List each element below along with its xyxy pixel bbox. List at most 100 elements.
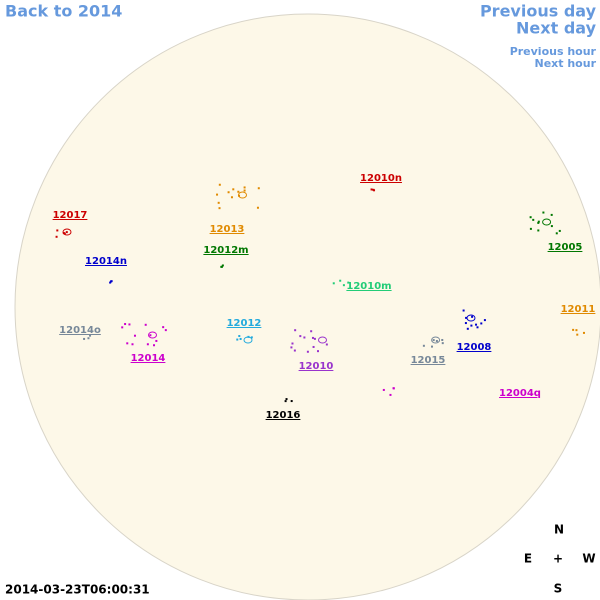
sunspot (392, 387, 395, 390)
sunspot (162, 326, 165, 329)
sunspot (65, 231, 68, 234)
region-label[interactable]: 12016 (266, 410, 301, 421)
sunspot (316, 350, 319, 353)
sunspot-contour (62, 228, 72, 236)
sunspot (131, 343, 134, 346)
compass-center: + (553, 552, 563, 566)
region-label[interactable]: 12017 (53, 210, 88, 221)
sunspot (441, 338, 444, 341)
sunspot (312, 345, 315, 348)
sunspot (149, 334, 152, 337)
sunspot (126, 342, 129, 345)
sunspot (462, 309, 465, 312)
next-day-link[interactable]: Next day (516, 19, 597, 38)
region-label[interactable]: 12012m (203, 245, 248, 256)
sunspot (164, 329, 167, 332)
sunspot (124, 323, 127, 326)
region-label[interactable]: 12010m (346, 281, 391, 292)
sunspot (250, 336, 253, 339)
sunspot (109, 281, 112, 284)
sunspot (529, 216, 532, 219)
sunspot (232, 188, 235, 191)
sunspot (475, 323, 478, 326)
sunspot (239, 337, 242, 340)
sunspot (339, 279, 342, 282)
sunspot (238, 335, 241, 338)
compass-west: W (582, 552, 595, 566)
sunspot (291, 342, 294, 345)
sunspot (293, 349, 296, 352)
region-label[interactable]: 12005 (548, 242, 583, 253)
sunspot (465, 316, 468, 319)
sunspot-contour (243, 336, 253, 344)
sunspot (243, 189, 246, 192)
sunspot (83, 337, 86, 340)
region-label[interactable]: 12013 (210, 224, 245, 235)
sunspot (294, 329, 297, 332)
sunspot (325, 343, 328, 346)
sunspot (284, 400, 287, 403)
sunspot-contour (318, 336, 327, 344)
timestamp: 2014-03-23T06:00:31 (5, 583, 150, 597)
sunspot (537, 221, 540, 224)
sunspot (121, 326, 124, 329)
sunspot (310, 330, 313, 333)
solar-disk (14, 13, 600, 600)
sunspot (431, 345, 434, 348)
sunspot (290, 400, 293, 403)
sunspot (435, 339, 438, 342)
sunspot (55, 235, 58, 238)
sunspot (62, 232, 65, 235)
sunspot (56, 229, 59, 232)
sunspot (236, 338, 239, 341)
compass-east: E (524, 552, 532, 566)
region-label[interactable]: 12014o (59, 325, 101, 336)
sunspot (221, 264, 224, 267)
sunspot (257, 187, 260, 190)
sunspot (422, 344, 425, 347)
region-label[interactable]: 12010 (299, 361, 334, 372)
sunspot (537, 229, 540, 232)
compass-south: S (554, 582, 563, 596)
sunspot-contour (542, 218, 552, 226)
region-label[interactable]: 12004q (499, 388, 541, 399)
sunspot (532, 218, 535, 221)
sunspot (153, 344, 156, 347)
sunspot (87, 337, 90, 340)
sunspot (216, 193, 219, 196)
sunspot (550, 225, 553, 228)
back-link[interactable]: Back to 2014 (5, 2, 122, 21)
sunspot (243, 186, 246, 189)
next-hour-link[interactable]: Next hour (535, 57, 597, 70)
sunspot (572, 328, 575, 331)
sunspot (576, 333, 579, 336)
sunspot (373, 189, 376, 192)
sunspot (471, 315, 474, 318)
previous-day-link[interactable]: Previous day (480, 2, 597, 21)
sunspot (382, 388, 385, 391)
sunspot (306, 350, 309, 353)
sunspot (217, 201, 220, 204)
sunspot (347, 281, 350, 284)
previous-hour-link[interactable]: Previous hour (510, 45, 597, 58)
sunspot (313, 337, 316, 340)
sunspot (303, 336, 306, 339)
sunspot (575, 329, 578, 332)
sunspot (558, 229, 561, 232)
region-label[interactable]: 12014 (131, 353, 166, 364)
sunspot (230, 196, 233, 199)
region-label[interactable]: 12015 (411, 355, 446, 366)
region-label[interactable]: 12014n (85, 256, 127, 267)
region-label[interactable]: 12012 (227, 318, 262, 329)
region-label[interactable]: 12008 (457, 342, 492, 353)
sunspot (389, 393, 392, 396)
sunspot (299, 335, 302, 338)
sunspot-contour (148, 331, 157, 339)
sunspot (128, 323, 131, 326)
region-label[interactable]: 12010n (360, 173, 402, 184)
sunspot (464, 322, 467, 325)
region-label[interactable]: 12011 (561, 304, 596, 315)
sunspot (342, 284, 345, 287)
